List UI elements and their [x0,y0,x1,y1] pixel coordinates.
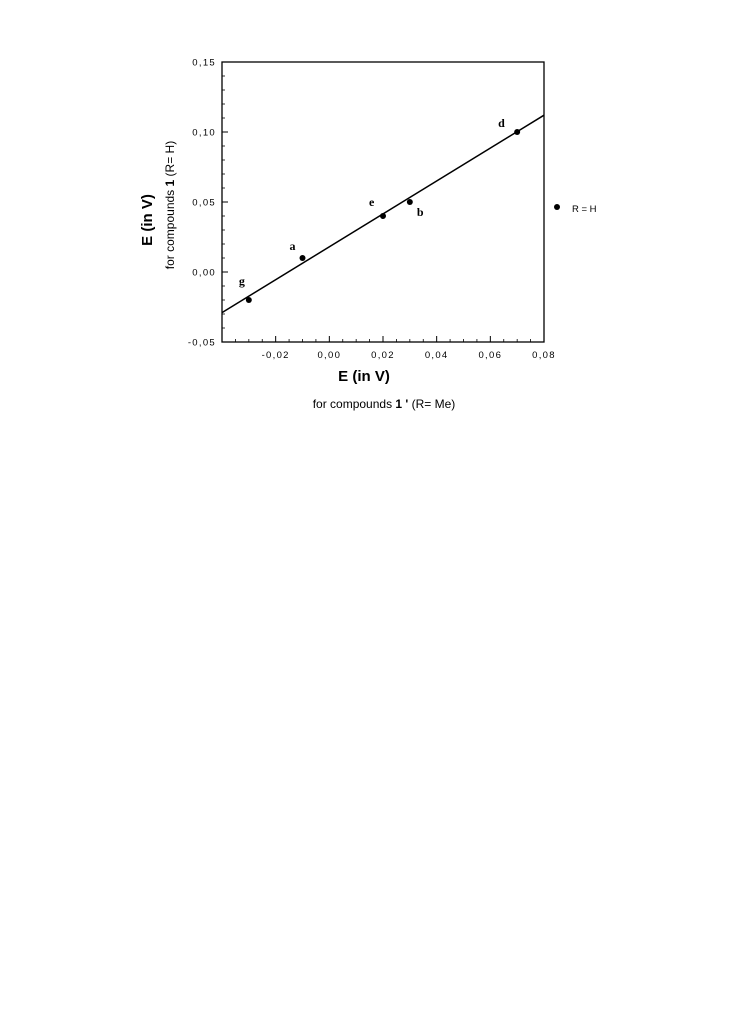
x-tick-labels: -0,02 0,00 0,02 0,04 0,06 0,08 [262,350,556,361]
legend: R = H [554,204,597,215]
y-tick-labels: -0,05 0,00 0,05 0,10 0,15 [188,58,216,349]
x-tick-label: 0,00 [317,350,341,361]
legend-label: R = H [572,204,597,215]
x-tick-label: 0,04 [425,350,449,361]
data-point-g [245,297,252,303]
point-label-a: a [290,239,296,253]
y-tick-label: 0,05 [192,198,216,209]
x-tick-label: 0,06 [478,350,502,361]
point-label-e: e [369,195,375,209]
data-point-a [299,255,306,261]
y-axis-subtitle: for compounds 1 (R= H) [163,141,177,269]
data-point-d [514,129,521,135]
point-label-b: b [417,205,424,219]
x-axis-subtitle: for compounds 1 ' (R= Me) [313,397,456,411]
legend-marker [554,204,560,210]
data-point-b [406,199,413,205]
y-tick-label: -0,05 [188,338,216,349]
x-axis-title: E (in V) [338,368,390,385]
point-labels: g a e b d [239,116,505,288]
axis-ticks [221,61,545,343]
data-points [245,129,521,303]
data-point-e [380,213,386,219]
y-tick-label: 0,15 [192,58,216,69]
y-axis-title: E (in V) [139,194,156,246]
y-tick-label: 0,10 [192,128,216,139]
y-tick-label: 0,00 [192,268,216,279]
plot-frame [221,61,545,343]
x-tick-label: -0,02 [262,350,290,361]
x-tick-label: 0,02 [371,350,395,361]
point-label-d: d [498,116,505,130]
point-label-g: g [239,274,245,288]
x-tick-label: 0,08 [532,350,556,361]
